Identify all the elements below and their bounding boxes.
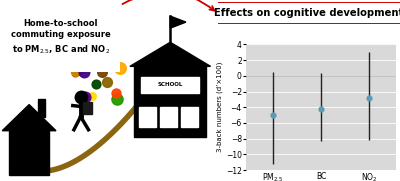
Point — [72, 72, 78, 75]
Point — [104, 80, 111, 83]
Polygon shape — [182, 107, 198, 127]
Polygon shape — [160, 107, 177, 127]
Point — [90, 54, 96, 57]
Point — [64, 52, 70, 55]
Polygon shape — [83, 102, 92, 114]
Polygon shape — [134, 66, 206, 137]
Point — [81, 70, 88, 73]
Point — [93, 83, 99, 85]
Polygon shape — [139, 107, 156, 127]
Text: Effects on cognitive development: Effects on cognitive development — [214, 8, 400, 18]
Point — [82, 95, 88, 98]
Polygon shape — [170, 16, 186, 28]
Polygon shape — [141, 77, 199, 92]
FancyBboxPatch shape — [0, 4, 124, 73]
Point — [73, 66, 79, 69]
Polygon shape — [130, 42, 210, 66]
Point — [99, 51, 106, 54]
Point — [112, 91, 119, 94]
Point — [85, 55, 92, 58]
Text: Home-to-school
commuting exposure
to PM$_{2.5}$, BC and NO$_2$: Home-to-school commuting exposure to PM$… — [11, 19, 111, 56]
Point — [75, 69, 82, 72]
Point — [94, 42, 101, 45]
Point — [76, 44, 83, 47]
Point — [114, 98, 120, 100]
Point — [98, 71, 105, 74]
Point — [81, 49, 87, 51]
Text: Working Memory annual change: Working Memory annual change — [249, 30, 379, 38]
Polygon shape — [9, 131, 49, 175]
Point — [89, 95, 95, 98]
Point — [72, 70, 78, 72]
Point — [116, 67, 123, 70]
Polygon shape — [38, 98, 45, 117]
Text: SCHOOL: SCHOOL — [158, 83, 183, 87]
Polygon shape — [2, 105, 56, 131]
Y-axis label: 3-back numbers (d’×100): 3-back numbers (d’×100) — [216, 62, 223, 152]
FancyBboxPatch shape — [217, 3, 400, 24]
